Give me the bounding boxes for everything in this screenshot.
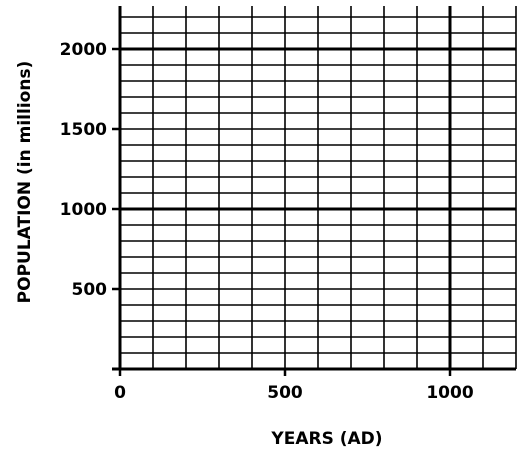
x-ticks (118, 369, 452, 376)
x-tick-label: 1000 (426, 383, 473, 403)
y-tick-label: 500 (72, 280, 108, 300)
x-tick-label: 500 (267, 383, 303, 403)
y-tick-label: 2000 (60, 40, 107, 60)
y-ticks (112, 47, 120, 291)
y-tick-label: 1000 (60, 200, 107, 220)
y-tick-label: 1500 (60, 120, 107, 140)
minor-grid (120, 6, 517, 369)
y-tick-labels: 500 1000 1500 2000 (60, 40, 107, 300)
axes (112, 6, 516, 371)
x-axis-label: YEARS (AD) (270, 429, 382, 449)
y-axis-label: POPULATION (in millions) (15, 61, 35, 304)
major-grid (120, 6, 516, 369)
x-tick-label: 0 (114, 383, 126, 403)
